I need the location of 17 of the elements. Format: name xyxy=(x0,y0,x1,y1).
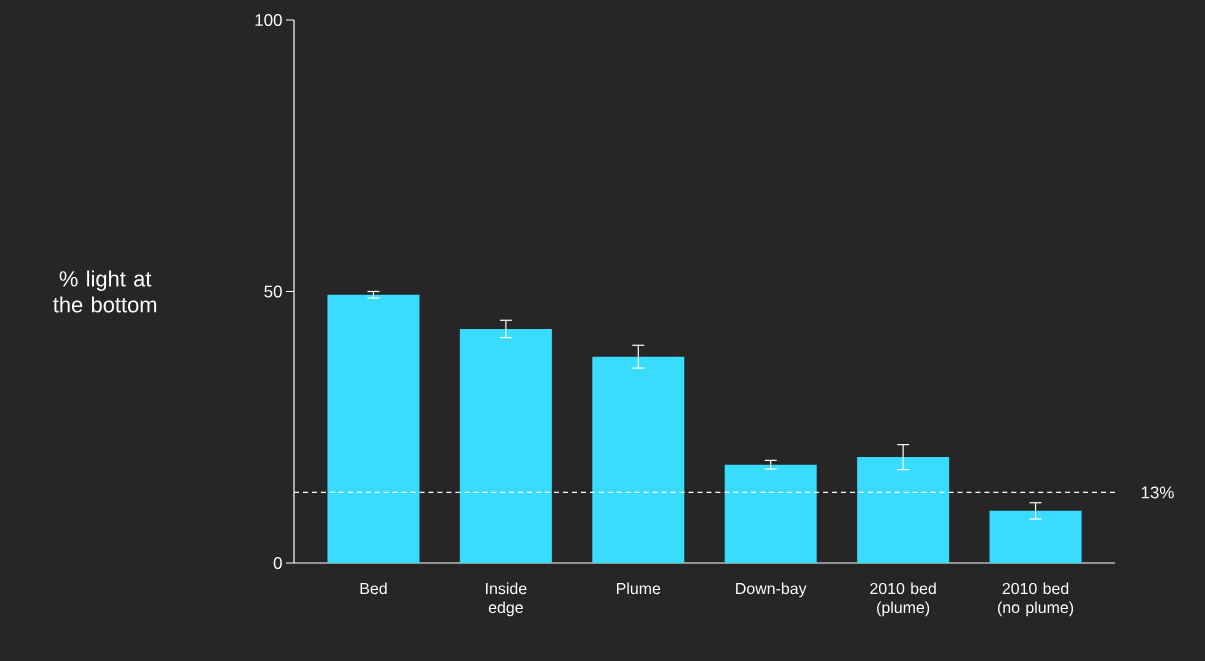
y-tick-label: 100 xyxy=(255,13,282,26)
bar xyxy=(592,356,685,563)
bar xyxy=(327,294,420,563)
x-tick-label: 2010 bed (plume) xyxy=(870,582,936,617)
bar xyxy=(857,457,950,563)
y-axis-title: % light at the bottom xyxy=(53,270,157,313)
bar xyxy=(989,510,1082,563)
bar xyxy=(724,464,817,563)
ref-line-label: 13% xyxy=(1141,486,1174,499)
x-tick-label: 2010 bed (no plume) xyxy=(998,582,1074,617)
y-tick-label: 0 xyxy=(273,557,282,569)
x-tick-label: Inside edge xyxy=(486,582,527,617)
x-tick-label: Bed xyxy=(360,582,387,595)
x-tick-label: Plume xyxy=(617,582,661,595)
y-tick-label: 50 xyxy=(264,285,282,298)
bar xyxy=(459,328,552,563)
x-tick-label: Down-bay xyxy=(736,582,807,598)
